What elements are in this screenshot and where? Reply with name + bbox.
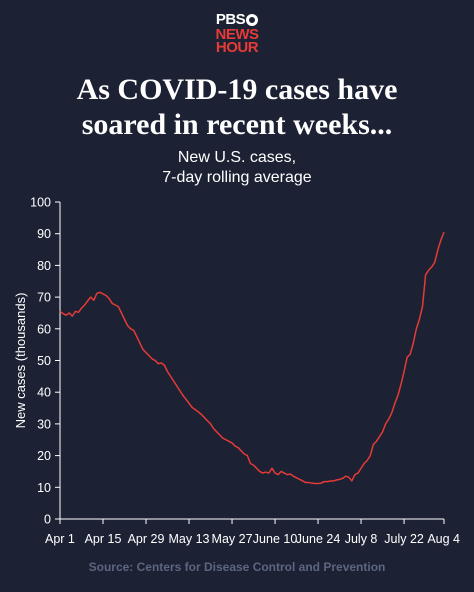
x-tick-label: July 22	[384, 532, 424, 546]
x-tick-label: Apr 15	[85, 532, 122, 546]
y-tick-label: 0	[44, 513, 51, 527]
y-tick-label: 20	[37, 449, 51, 463]
x-tick-label: June 10	[253, 532, 298, 546]
y-tick-label: 80	[37, 259, 51, 273]
x-axis: Apr 1 Apr 15 Apr 29 May 13 May 27 June 10June…	[45, 518, 460, 546]
x-tick-label: May 27	[212, 532, 253, 546]
chart-subtitle-line2: 7-day rolling average	[162, 169, 312, 186]
y-axis: 0 10 20 30 40 50 60 70 80 90 100	[30, 196, 61, 527]
y-tick-label: 10	[37, 481, 51, 495]
y-tick-label: 70	[37, 291, 51, 305]
x-tick-label: June 24	[296, 532, 341, 546]
series-group	[59, 231, 445, 485]
x-tick-label: Apr 1	[45, 532, 75, 546]
x-tick-label: Aug 4	[427, 532, 460, 546]
logo-news: NEWS	[215, 26, 260, 43]
y-tick-label: 40	[37, 386, 51, 400]
chart-subtitle: New U.S. cases, 7-day rolling average	[0, 148, 474, 188]
y-axis-label: New cases (thousands)	[13, 293, 28, 429]
source-note: Source: Centers for Disease Control and …	[88, 560, 386, 574]
x-tick-label: Apr 29	[128, 532, 165, 546]
logo-hour: HOUR	[215, 39, 259, 56]
x-tick-label: May 13	[169, 532, 210, 546]
chart-title-line1: As COVID-19 cases have	[76, 73, 398, 106]
logo-pbs: PBS	[216, 12, 259, 27]
chart-subtitle-line1: New U.S. cases,	[177, 149, 297, 166]
chart-title: As COVID-19 cases have soared in recent …	[0, 72, 474, 142]
y-tick-label: 90	[37, 227, 51, 241]
y-tick-label: 60	[37, 322, 51, 336]
y-tick-label: 100	[30, 196, 51, 210]
x-tick-label: July 8	[345, 532, 378, 546]
series-line	[59, 231, 445, 485]
y-tick-label: 50	[37, 354, 51, 368]
pbs-circle-icon	[246, 13, 259, 26]
y-tick-label: 30	[37, 417, 51, 431]
chart-title-line2: soared in recent weeks...	[81, 108, 393, 141]
pbs-newshour-logo: PBS NEWS HOUR	[0, 12, 474, 56]
